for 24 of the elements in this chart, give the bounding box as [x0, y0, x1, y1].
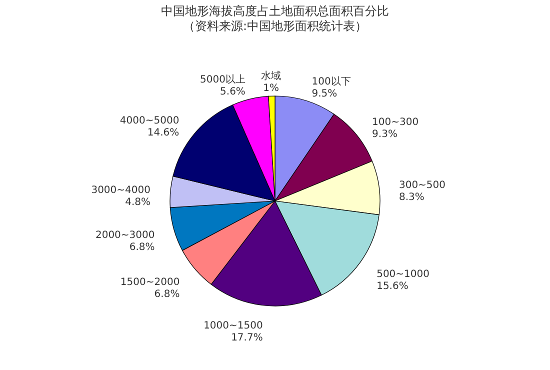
slice-label: 5000以上	[200, 74, 246, 86]
data-label: 14.6%	[147, 128, 180, 139]
slice-label: 500~1000	[376, 268, 430, 280]
slice-label: 300~500	[398, 180, 446, 191]
data-label: 4.8%	[125, 197, 150, 208]
data-label: 8.3%	[398, 192, 424, 203]
slice-label: 1000~1500	[204, 320, 263, 332]
data-label: 6.8%	[129, 242, 155, 254]
data-label: 9.3%	[372, 129, 398, 140]
slice-label: 水域	[261, 70, 282, 82]
slice-label: 3000~4000	[91, 185, 150, 196]
data-label: 1%	[263, 83, 280, 94]
data-label: 9.5%	[312, 88, 338, 100]
data-label: 6.8%	[154, 288, 180, 300]
slice-label: 1500~2000	[120, 276, 180, 288]
data-label: 5.6%	[220, 86, 246, 98]
slice-label: 4000~5000	[120, 116, 180, 127]
slice-label: 100~300	[372, 117, 419, 128]
chart-title: 中国地形海拔高度占土地面积总面积百分比	[161, 4, 389, 18]
data-label: 17.7%	[231, 332, 263, 344]
slice-label: 2000~3000	[95, 230, 155, 242]
chart-subtitle: （资料来源:中国地形面积统计表）	[182, 19, 368, 33]
data-label: 15.6%	[376, 280, 408, 292]
slice-label: 100以下	[312, 76, 351, 88]
